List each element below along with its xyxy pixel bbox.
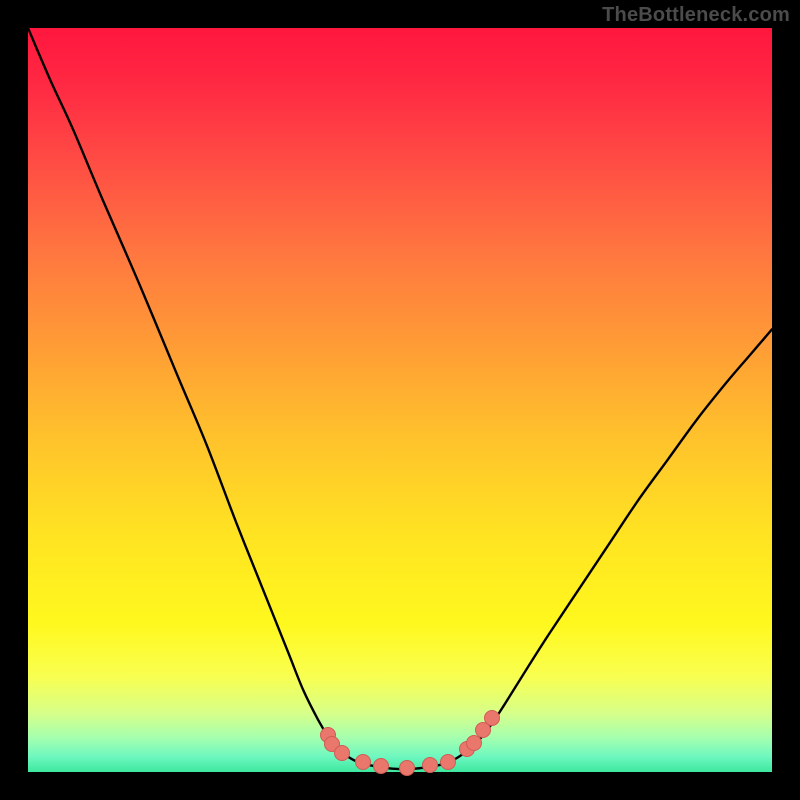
attribution-label: TheBottleneck.com (602, 4, 790, 27)
plot-area (28, 28, 772, 772)
curve-marker (466, 735, 482, 751)
curve-marker (334, 745, 350, 761)
chart-outer-frame: TheBottleneck.com (0, 0, 800, 800)
curve-marker (399, 760, 415, 776)
curve-markers-layer (28, 28, 772, 772)
curve-marker (355, 754, 371, 770)
curve-marker (422, 757, 438, 773)
curve-marker (440, 754, 456, 770)
curve-marker (373, 758, 389, 774)
curve-marker (484, 710, 500, 726)
